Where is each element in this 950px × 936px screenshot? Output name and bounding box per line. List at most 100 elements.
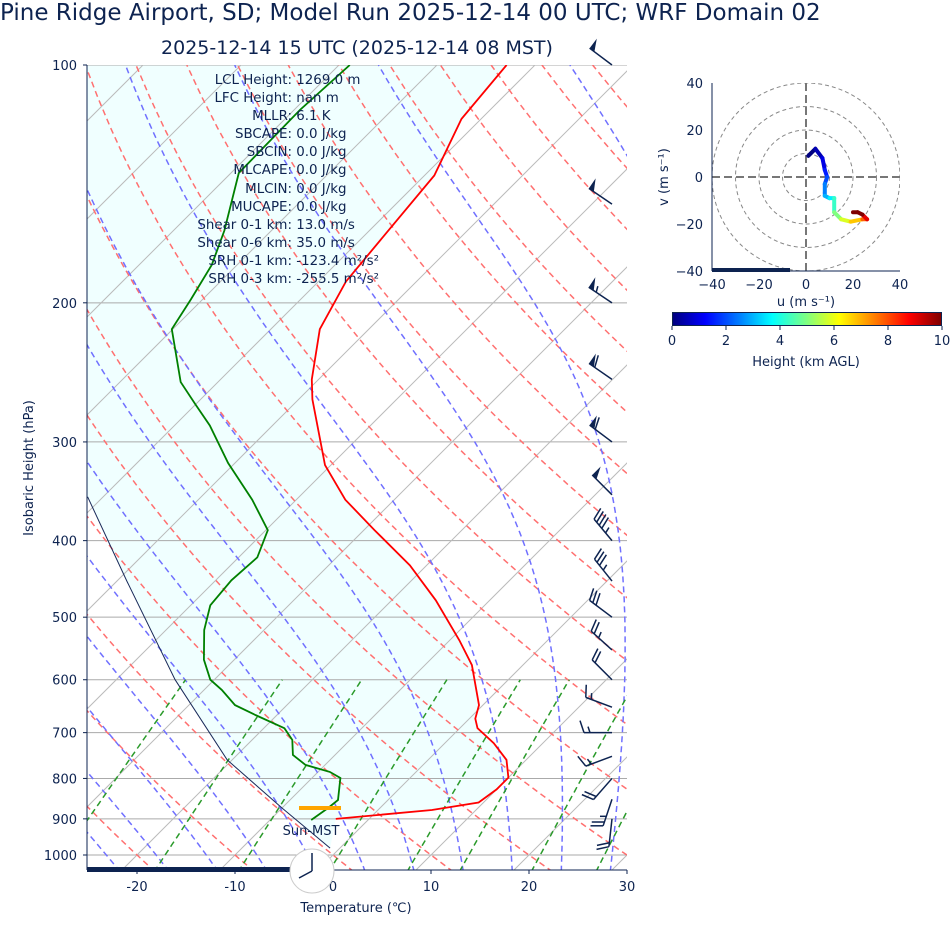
wind-barb	[581, 777, 613, 801]
parameter-row: Shear 0-1 km: 13.0 m/s	[92, 217, 379, 235]
y-tick-label: 100	[52, 59, 77, 74]
wind-barb	[593, 507, 613, 542]
y-tick-label: 500	[52, 611, 77, 626]
barb-half	[597, 631, 602, 639]
dry-adiabat	[745, 65, 950, 872]
mixing-ratio-line	[531, 695, 627, 870]
isotherm-line	[513, 756, 627, 870]
dry-adiabat	[87, 709, 254, 870]
x-tick-label: 30	[619, 880, 636, 895]
clock-label: Sun-MST	[283, 824, 340, 839]
time-progress-bar	[87, 867, 290, 872]
barb-full	[596, 841, 610, 847]
hodograph-y-label: v (m s⁻¹)	[657, 148, 672, 206]
barb-full	[592, 590, 598, 604]
parameter-label: MLCAPE:	[233, 163, 292, 179]
parameter-row: LCL Height: 1269.0 m	[92, 72, 379, 90]
parameter-label: Shear 0-1 km:	[197, 217, 292, 233]
parameter-value: 6.1 K	[292, 109, 331, 125]
barb-staff	[589, 47, 613, 66]
barb-staff	[588, 362, 613, 380]
height-colorbar	[672, 312, 942, 326]
colorbar-tick-label: 2	[722, 334, 730, 349]
barb-full	[579, 720, 585, 733]
wind-barb	[589, 38, 613, 66]
hodograph-y-tick-label: 0	[695, 171, 703, 186]
x-tick-label: 20	[521, 880, 538, 895]
parameter-label: SBCAPE:	[234, 127, 292, 143]
parameter-row: SRH 0-1 km: -123.4 m²/s²	[92, 253, 379, 271]
barb-half	[604, 527, 610, 534]
x-axis-label: Temperature (℃)	[299, 901, 411, 916]
x-tick-label: 0	[329, 880, 337, 895]
parameter-row: SBCIN: 0.0 J/kg	[92, 144, 379, 162]
hodograph-ring	[782, 153, 830, 201]
wind-barb	[591, 466, 613, 496]
parameter-row: SRH 0-3 km: -255.5 m²/s²	[92, 271, 379, 289]
barb-full	[595, 511, 604, 523]
hodograph-x-tick-label: −20	[745, 278, 772, 293]
barb-staff	[585, 696, 613, 708]
barb-full	[596, 845, 610, 851]
dry-adiabat	[87, 67, 627, 726]
hodograph-y-tick-label: 40	[686, 77, 703, 92]
mixing-ratio-line	[643, 680, 741, 872]
hodograph-ring	[758, 129, 854, 225]
hodograph-x-tick-label: 40	[892, 278, 909, 293]
mixing-ratio-line	[459, 679, 570, 870]
dry-adiabat	[287, 65, 627, 475]
parameter-label: SRH 0-3 km:	[208, 272, 292, 288]
barb-full	[595, 592, 601, 606]
dewpoint-line	[170, 65, 351, 821]
barb-full	[590, 619, 597, 632]
x-tick-label: -20	[126, 880, 147, 895]
colorbar-tick-label: 10	[934, 334, 950, 349]
barb-staff	[589, 424, 613, 443]
parameter-value: -123.4 m²/s²	[292, 253, 379, 269]
parameter-row: MLCAPE: 0.0 J/kg	[92, 162, 379, 180]
dry-adiabat	[236, 65, 627, 537]
barb-flag	[589, 415, 597, 429]
barb-full	[594, 417, 600, 430]
moist-adiabat	[87, 770, 169, 870]
parameter-label: LCL Height:	[214, 73, 292, 88]
parameter-label: LFC Height:	[214, 91, 292, 107]
parcel-path	[87, 496, 331, 849]
y-tick-label: 800	[52, 772, 77, 787]
hodograph-x-tick-label: 0	[802, 278, 810, 293]
parameter-label: SRH 0-1 km:	[208, 253, 292, 269]
parameter-value: 0.0 J/kg	[292, 181, 347, 197]
wind-barb	[588, 178, 613, 205]
dry-adiabat	[87, 514, 453, 870]
y-tick-label: 700	[52, 727, 77, 742]
isotherm-line	[121, 364, 627, 870]
wind-barb	[590, 619, 613, 651]
dry-adiabat	[135, 65, 627, 662]
barb-full	[594, 355, 599, 368]
hodograph-y-tick-label: −20	[676, 218, 703, 233]
hodograph-y-tick-label: 20	[686, 124, 703, 139]
barb-full	[593, 507, 602, 520]
mixing-ratio-line	[238, 679, 363, 870]
isotherm-line	[219, 462, 627, 870]
dry-adiabat	[87, 307, 627, 856]
y-tick-label: 300	[52, 436, 77, 451]
colorbar-label: Height (km AGL)	[752, 355, 860, 370]
barb-staff	[590, 630, 613, 651]
isotherm-line	[87, 65, 536, 514]
dry-adiabat	[87, 613, 353, 870]
parameter-row: SBCAPE: 0.0 J/kg	[92, 126, 379, 144]
colorbar-tick-label: 6	[830, 334, 838, 349]
parameter-row: Shear 0-6 km: 35.0 m/s	[92, 235, 379, 253]
parameter-value: nan m	[292, 91, 339, 107]
colorbar-tick-label: 0	[668, 334, 676, 349]
parameter-value: 13.0 m/s	[292, 217, 355, 233]
barb-staff	[591, 659, 613, 681]
barb-full	[591, 648, 599, 661]
wind-barb	[577, 755, 613, 767]
y-tick-label: 200	[52, 297, 77, 312]
barb-flag	[588, 277, 596, 291]
barb-flag	[588, 178, 596, 192]
chart-subtitle: 2025-12-14 15 UTC (2025-12-14 08 MST)	[161, 37, 553, 59]
